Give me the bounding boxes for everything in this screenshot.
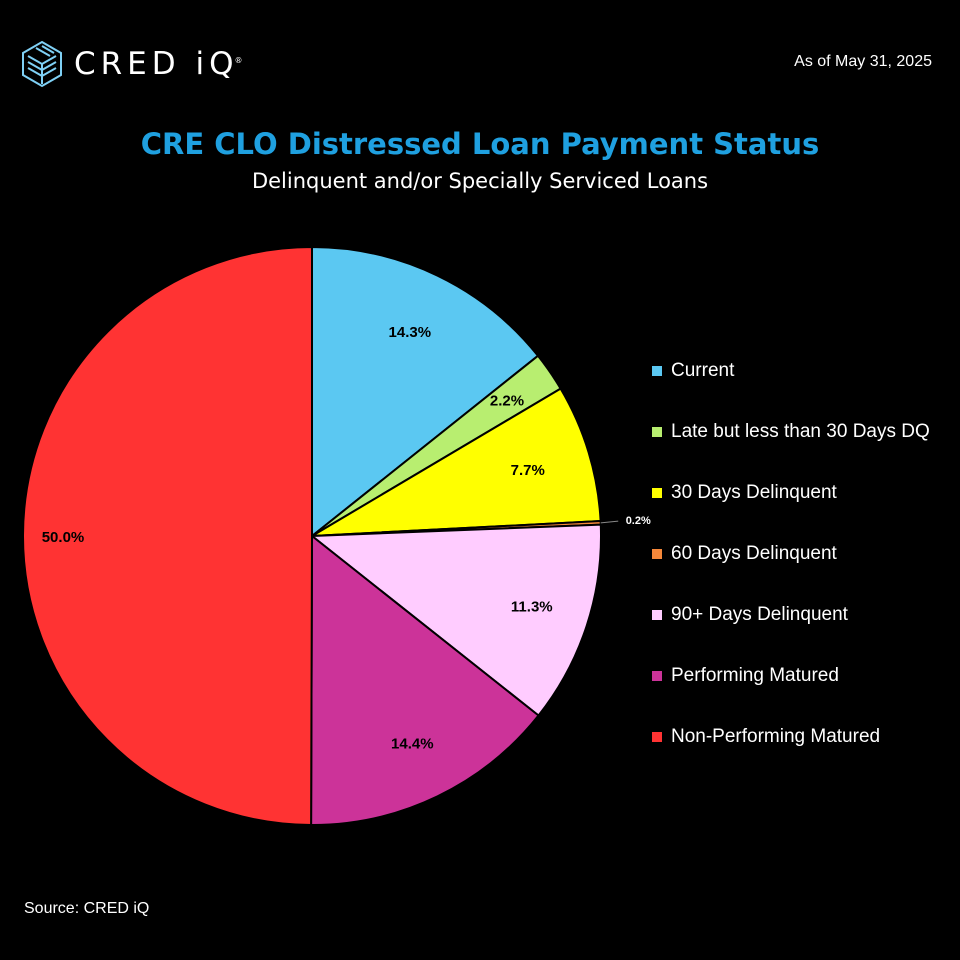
legend-item: Non-Performing Matured <box>652 706 930 767</box>
slice-data-label: 0.2% <box>626 515 651 527</box>
legend-item: 60 Days Delinquent <box>652 523 930 584</box>
legend-label: 30 Days Delinquent <box>671 481 837 503</box>
legend-item: 30 Days Delinquent <box>652 462 930 523</box>
legend-label: Performing Matured <box>671 664 839 686</box>
legend-swatch <box>652 426 662 437</box>
legend-label: 90+ Days Delinquent <box>671 603 848 625</box>
slice-data-label: 14.4% <box>391 735 434 752</box>
slice-data-label: 11.3% <box>511 599 553 616</box>
legend-swatch <box>652 731 662 742</box>
cube-logo-icon <box>22 40 62 88</box>
legend-item: Current <box>652 340 930 401</box>
slice-data-label: 50.0% <box>42 529 85 546</box>
legend-swatch <box>652 670 662 681</box>
pie-slice-non-performing-matured <box>21 245 313 827</box>
legend-item: 90+ Days Delinquent <box>652 584 930 645</box>
slice-data-label: 2.2% <box>490 392 524 409</box>
pie-slice-performing-matured <box>310 533 540 826</box>
label-leader-line <box>600 520 619 524</box>
legend-swatch <box>652 548 662 559</box>
chart-title: CRE CLO Distressed Loan Payment Status <box>140 127 820 161</box>
legend-swatch <box>652 365 662 376</box>
legend-label: Current <box>671 359 735 381</box>
legend-label: Non-Performing Matured <box>671 725 881 747</box>
pie-slice-90-days-delinquent <box>309 523 602 717</box>
registered-mark: ® <box>234 55 243 65</box>
legend-swatch <box>652 487 662 498</box>
pie-slice-current <box>311 245 540 539</box>
pie-slice-30-days-delinquent <box>311 387 602 537</box>
legend-item: Late but less than 30 Days DQ <box>652 401 930 462</box>
chart-subtitle: Delinquent and/or Specially Serviced Loa… <box>251 169 709 193</box>
source-note: Source: CRED iQ <box>24 900 150 917</box>
slice-data-label: 7.7% <box>511 462 545 479</box>
as-of-date: As of May 31, 2025 <box>794 53 932 70</box>
legend-label: Late but less than 30 Days DQ <box>671 420 930 442</box>
chart-legend: Current Late but less than 30 Days DQ 30 D… <box>652 340 930 767</box>
brand-name: CRED iQ® <box>74 46 243 82</box>
slice-data-label: 14.3% <box>389 324 432 341</box>
legend-item: Performing Matured <box>652 645 930 706</box>
legend-label: 60 Days Delinquent <box>671 542 837 564</box>
brand-logo: CRED iQ® <box>20 40 243 88</box>
legend-swatch <box>652 609 662 620</box>
